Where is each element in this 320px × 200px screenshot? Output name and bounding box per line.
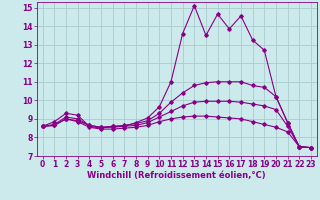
X-axis label: Windchill (Refroidissement éolien,°C): Windchill (Refroidissement éolien,°C) <box>87 171 266 180</box>
